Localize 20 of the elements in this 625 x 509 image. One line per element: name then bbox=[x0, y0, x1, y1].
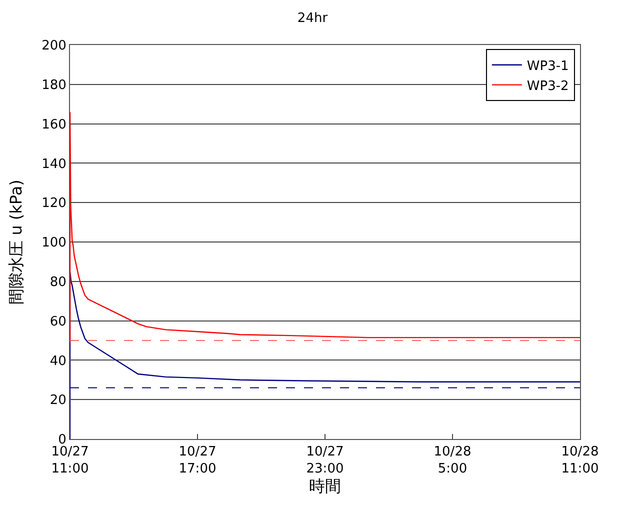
chart-title: 24hr bbox=[297, 10, 328, 26]
y-tick-label: 160 bbox=[42, 117, 66, 132]
x-tick-label: 10/27 11:00 bbox=[51, 444, 89, 476]
y-tick-label: 200 bbox=[42, 38, 66, 54]
y-tick-label: 40 bbox=[50, 354, 66, 369]
x-tick-label: 10/28 5:00 bbox=[434, 444, 472, 476]
y-tick-label: 140 bbox=[42, 156, 66, 172]
x-axis-title: 時間 bbox=[309, 476, 341, 496]
x-tick-label: 10/28 11:00 bbox=[561, 444, 599, 476]
y-tick-label: 180 bbox=[42, 78, 66, 93]
legend-label: WP3-1 bbox=[526, 58, 569, 74]
y-tick-label: 100 bbox=[42, 236, 66, 251]
x-tick-label: 10/27 23:00 bbox=[306, 444, 344, 476]
y-axis-title: 間隙水圧 u (kPa) bbox=[6, 180, 26, 304]
x-tick-label: 10/27 17:00 bbox=[178, 444, 216, 476]
y-tick-label: 120 bbox=[42, 196, 66, 212]
y-tick-label: 20 bbox=[50, 393, 66, 408]
y-tick-label: 80 bbox=[50, 274, 66, 290]
y-tick-label: 60 bbox=[50, 314, 66, 330]
legend-label: WP3-2 bbox=[526, 78, 569, 94]
